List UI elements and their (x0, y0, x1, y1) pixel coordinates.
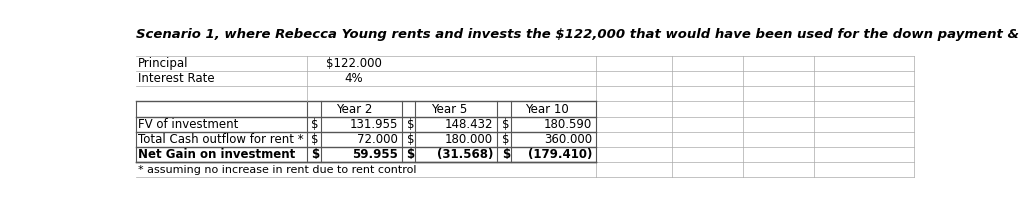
Text: 148.432: 148.432 (444, 118, 494, 131)
Text: (179.410): (179.410) (528, 148, 592, 161)
Text: $: $ (407, 133, 414, 146)
Text: Year 10: Year 10 (524, 102, 568, 115)
Text: Total Cash outflow for rent *: Total Cash outflow for rent * (138, 133, 304, 146)
Text: 180.000: 180.000 (445, 133, 494, 146)
Text: Scenario 1, where Rebecca Young rents and invests the $122,000 that would have b: Scenario 1, where Rebecca Young rents an… (136, 28, 1024, 41)
Text: $: $ (407, 148, 415, 161)
Text: 72.000: 72.000 (357, 133, 397, 146)
Text: 360.000: 360.000 (544, 133, 592, 146)
Text: * assuming no increase in rent due to rent control: * assuming no increase in rent due to re… (138, 165, 417, 175)
Text: 59.955: 59.955 (352, 148, 397, 161)
Text: $: $ (502, 148, 510, 161)
Text: 131.955: 131.955 (349, 118, 397, 131)
Text: FV of investment: FV of investment (138, 118, 239, 131)
Text: $: $ (407, 118, 414, 131)
Text: 4%: 4% (345, 72, 364, 85)
Text: Interest Rate: Interest Rate (138, 72, 215, 85)
Text: Year 2: Year 2 (336, 102, 373, 115)
Text: $: $ (311, 148, 319, 161)
Text: 180.590: 180.590 (544, 118, 592, 131)
Text: $: $ (311, 118, 318, 131)
Text: $122.000: $122.000 (327, 57, 382, 70)
Text: $: $ (502, 133, 509, 146)
Text: Principal: Principal (138, 57, 188, 70)
Text: (31.568): (31.568) (436, 148, 494, 161)
Text: $: $ (502, 118, 509, 131)
Text: $: $ (311, 133, 318, 146)
Text: Net Gain on investment: Net Gain on investment (138, 148, 296, 161)
Text: Year 5: Year 5 (431, 102, 468, 115)
